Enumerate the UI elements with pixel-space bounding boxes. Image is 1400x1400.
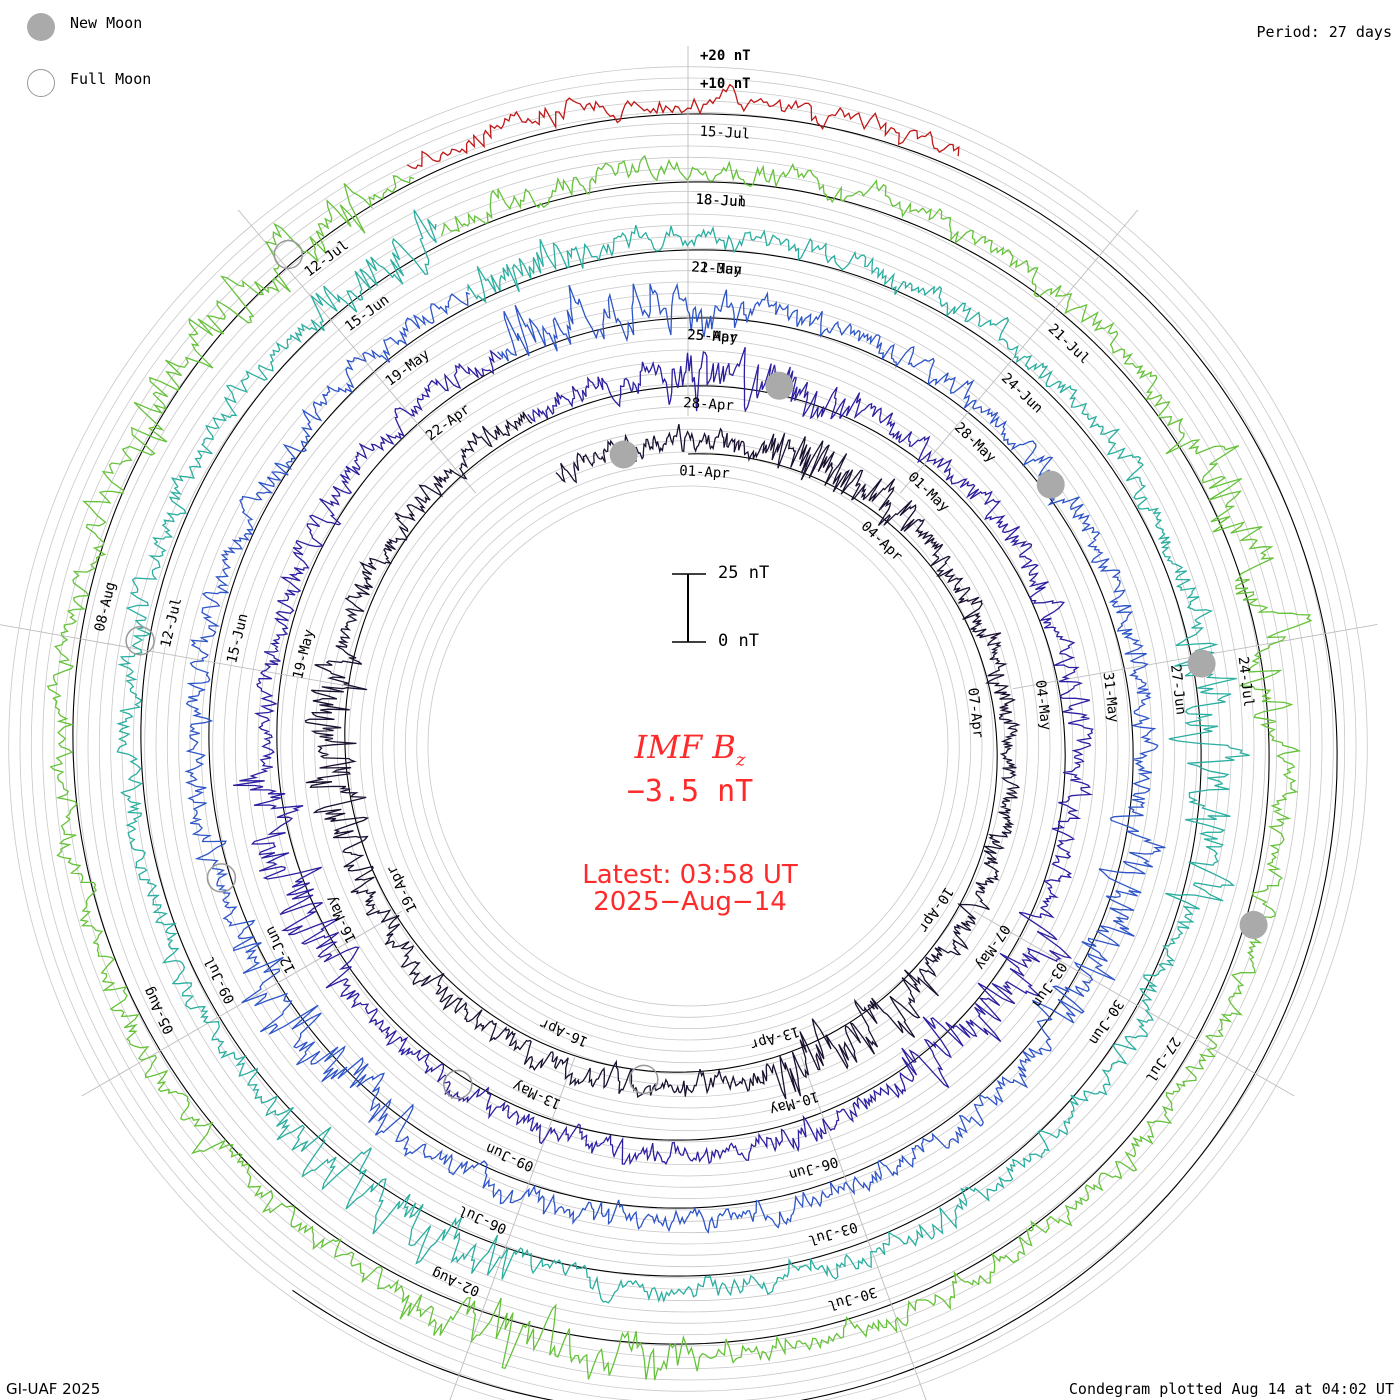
period-label: Period: 27 days	[1256, 23, 1392, 41]
new-moon-icon	[27, 13, 55, 41]
grid-ring	[393, 451, 983, 1041]
trace-rotation-6	[406, 83, 960, 170]
grid-ring	[416, 474, 960, 1018]
day-spoke	[973, 910, 1295, 1097]
date-label: 21-Jun	[691, 259, 742, 278]
chart-title: IMF Bz	[0, 728, 1380, 770]
day-spoke	[899, 209, 1139, 494]
scale-top-label: 25 nT	[718, 563, 770, 583]
date-label: 24-Jun	[998, 370, 1046, 416]
full-moon-marker	[443, 1069, 473, 1100]
date-label: 12-Jul	[302, 237, 352, 280]
moon-markers	[125, 239, 1268, 1100]
date-label: 18-Jul	[695, 192, 746, 211]
chart-title-subscript: z	[735, 749, 746, 771]
trace-rotation-1	[304, 411, 1021, 1100]
scale-bar	[672, 573, 706, 643]
date-label: 25-May	[687, 327, 738, 346]
date-label: 07-Apr	[964, 687, 986, 739]
grid-ring	[359, 417, 1017, 1075]
day-spoke	[81, 910, 403, 1097]
date-label: 07-May	[972, 921, 1013, 972]
chart-title-quantity: IMF B	[634, 728, 736, 766]
date-label: 15-Jun	[224, 612, 251, 665]
day-spoke	[449, 1055, 576, 1400]
rotation-spokes	[0, 46, 1378, 1400]
date-label: 15-Jun	[342, 292, 392, 335]
date-label: 08-Aug	[92, 580, 119, 633]
bz-traces	[46, 83, 1313, 1381]
new-moon-marker	[1187, 649, 1216, 678]
date-label: 28-Apr	[683, 395, 734, 414]
latest-time: Latest: 03:58 UT	[582, 860, 798, 890]
trace-rotation-4	[115, 209, 1250, 1304]
scale-bottom-label: 0 nT	[718, 631, 759, 651]
date-label: 30-Jun	[1085, 996, 1126, 1047]
date-label: 24-Jul	[1235, 656, 1257, 708]
grid-ring	[370, 428, 1006, 1064]
day-spoke	[237, 209, 477, 494]
day-spoke	[0, 624, 364, 690]
grid-ring	[382, 440, 994, 1052]
full-moon-marker	[273, 239, 304, 270]
plotted-timestamp: Condegram plotted Aug 14 at 04:02 UT	[1068, 1380, 1394, 1398]
legend-new-moon-label: New Moon	[70, 14, 143, 32]
date-label: 25-Apr	[687, 327, 738, 346]
ring-label-plus20: +20 nT	[700, 48, 751, 64]
new-moon-marker	[609, 440, 638, 469]
date-label: 12-Jul	[158, 596, 185, 649]
ring-label-plus10: +10 nT	[700, 76, 751, 92]
date-label: 04-May	[1032, 679, 1054, 731]
day-spoke	[800, 1055, 927, 1400]
date-label: 22-May	[691, 259, 742, 278]
date-label: 01-Apr	[679, 463, 730, 482]
latest-value: −3.5 nT	[626, 774, 754, 809]
full-moon-marker	[629, 1064, 659, 1095]
full-moon-icon	[27, 69, 55, 97]
credit-label: GI-UAF 2025	[6, 1380, 101, 1398]
date-label: 18-Jun	[695, 192, 746, 211]
date-label: 15-Jul	[699, 124, 750, 143]
grid-ring	[404, 462, 972, 1030]
date-label: 19-May	[383, 347, 433, 390]
latest-date: 2025−Aug−14	[593, 887, 787, 917]
new-moon-marker	[1239, 910, 1268, 939]
date-label: 27-Jul	[1142, 1034, 1183, 1085]
grid-ring	[427, 485, 949, 1007]
date-label: 27-Jun	[1167, 664, 1189, 716]
date-label: 19-May	[290, 628, 317, 681]
date-label: 04-Apr	[858, 518, 906, 564]
date-label: 31-May	[1100, 671, 1122, 723]
trace-rotation-2	[233, 346, 1094, 1166]
new-moon-marker	[765, 371, 794, 400]
date-label: 22-Apr	[423, 401, 473, 444]
date-label: 28-May	[951, 420, 999, 466]
new-moon-marker	[1036, 470, 1065, 499]
trace-rotation-3	[184, 282, 1166, 1235]
full-moon-marker	[125, 625, 155, 656]
date-label: 21-Jul	[1045, 321, 1093, 367]
legend-full-moon-label: Full Moon	[70, 70, 152, 88]
full-moon-marker	[206, 863, 237, 893]
trace-rotation-5	[46, 154, 1313, 1381]
